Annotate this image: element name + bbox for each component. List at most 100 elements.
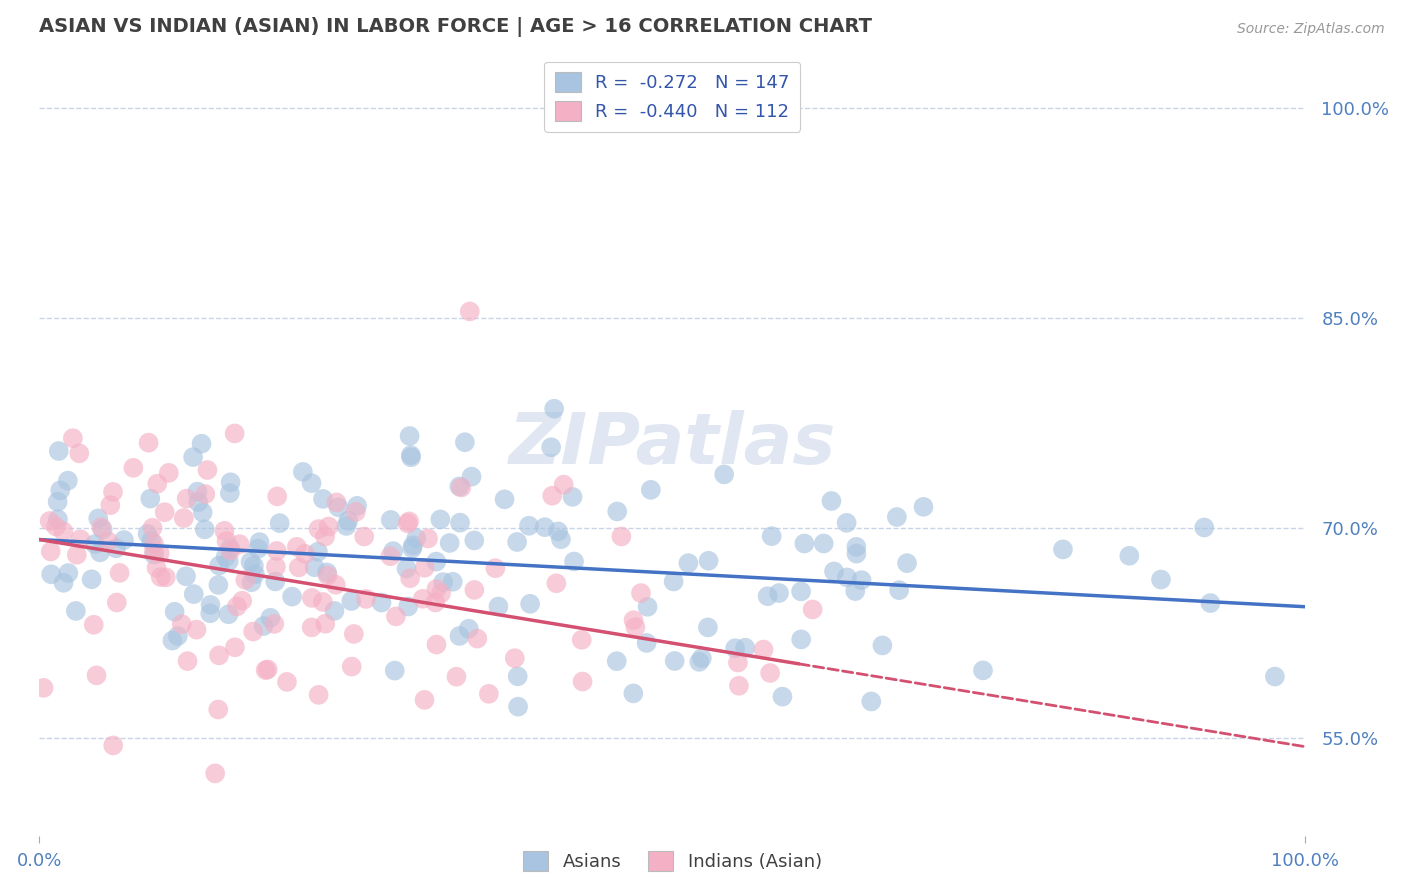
- Point: [488, 599, 510, 614]
- Text: Source: ZipAtlas.com: Source: ZipAtlas.com: [1237, 22, 1385, 37]
- Point: [304, 560, 326, 574]
- Point: [301, 476, 323, 491]
- Point: [429, 512, 451, 526]
- Point: [91, 523, 114, 537]
- Point: [463, 582, 485, 597]
- Point: [560, 878, 582, 892]
- Point: [478, 687, 501, 701]
- Point: [354, 591, 377, 606]
- Point: [664, 654, 686, 668]
- Point: [266, 489, 288, 503]
- Point: [851, 573, 873, 587]
- Point: [243, 567, 266, 582]
- Point: [425, 638, 447, 652]
- Point: [314, 616, 336, 631]
- Point: [259, 611, 281, 625]
- Point: [122, 460, 145, 475]
- Point: [62, 431, 84, 445]
- Point: [432, 575, 454, 590]
- Point: [887, 583, 910, 598]
- Point: [396, 599, 419, 614]
- Point: [770, 690, 793, 704]
- Point: [207, 578, 229, 592]
- Point: [546, 576, 568, 591]
- Point: [32, 681, 55, 695]
- Point: [637, 599, 659, 614]
- Point: [224, 640, 246, 655]
- Point: [48, 444, 70, 458]
- Point: [399, 571, 422, 585]
- Point: [256, 662, 278, 676]
- Point: [142, 544, 165, 558]
- Point: [197, 463, 219, 477]
- Point: [281, 590, 304, 604]
- Point: [401, 541, 423, 556]
- Point: [571, 674, 593, 689]
- Point: [52, 575, 75, 590]
- Point: [46, 512, 69, 526]
- Point: [441, 574, 464, 589]
- Point: [49, 483, 72, 498]
- Point: [458, 304, 481, 318]
- Point: [149, 546, 172, 560]
- Point: [541, 489, 564, 503]
- Point: [191, 505, 214, 519]
- Point: [314, 530, 336, 544]
- Point: [344, 505, 367, 519]
- Point: [263, 616, 285, 631]
- Point: [143, 536, 166, 550]
- Point: [463, 533, 485, 548]
- Point: [823, 565, 845, 579]
- Point: [561, 490, 583, 504]
- Point: [226, 599, 249, 614]
- Point: [276, 674, 298, 689]
- Point: [457, 622, 479, 636]
- Point: [155, 570, 177, 584]
- Point: [87, 511, 110, 525]
- Point: [340, 594, 363, 608]
- Point: [425, 582, 447, 596]
- Point: [382, 544, 405, 558]
- Point: [105, 595, 128, 609]
- Point: [606, 654, 628, 668]
- Point: [318, 519, 340, 533]
- Point: [80, 572, 103, 586]
- Point: [1118, 549, 1140, 563]
- Point: [194, 522, 217, 536]
- Point: [98, 498, 121, 512]
- Point: [323, 604, 346, 618]
- Point: [218, 486, 240, 500]
- Point: [405, 531, 427, 545]
- Point: [752, 642, 775, 657]
- Point: [231, 593, 253, 607]
- Point: [208, 558, 231, 573]
- Point: [190, 436, 212, 450]
- Point: [136, 526, 159, 541]
- Point: [308, 688, 330, 702]
- Point: [218, 554, 240, 568]
- Point: [533, 520, 555, 534]
- Point: [287, 560, 309, 574]
- Point: [395, 561, 418, 575]
- Text: ASIAN VS INDIAN (ASIAN) IN LABOR FORCE | AGE > 16 CORRELATION CHART: ASIAN VS INDIAN (ASIAN) IN LABOR FORCE |…: [39, 17, 872, 37]
- Point: [97, 534, 120, 549]
- Point: [543, 401, 565, 416]
- Point: [886, 510, 908, 524]
- Point: [449, 629, 471, 643]
- Point: [264, 574, 287, 589]
- Point: [801, 602, 824, 616]
- Point: [66, 548, 89, 562]
- Point: [416, 532, 439, 546]
- Point: [506, 535, 529, 549]
- Point: [312, 491, 335, 506]
- Point: [233, 573, 256, 587]
- Point: [252, 619, 274, 633]
- Point: [219, 475, 242, 490]
- Point: [46, 495, 69, 509]
- Point: [399, 450, 422, 465]
- Point: [52, 524, 75, 539]
- Point: [86, 668, 108, 682]
- Point: [316, 568, 339, 582]
- Point: [157, 466, 180, 480]
- Point: [141, 533, 163, 548]
